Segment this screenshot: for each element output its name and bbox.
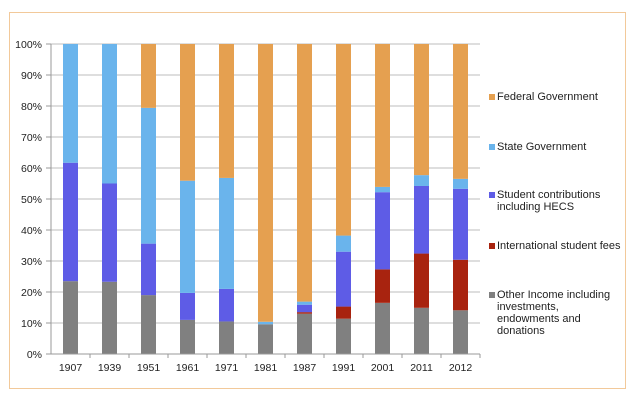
bar-segment xyxy=(63,44,78,163)
y-tick-label: 30% xyxy=(21,256,42,268)
x-tick-label: 1981 xyxy=(254,362,278,374)
legend-item-international: International student fees xyxy=(489,240,622,252)
axes: 0% 10% 20% 30% 40% 50% 60% 70% 80% 90% 100% 1907 193… xyxy=(15,39,481,374)
bar-segment xyxy=(336,318,351,354)
x-tick-label: 1961 xyxy=(176,362,200,374)
bar-segment xyxy=(141,295,156,354)
bar-segment xyxy=(258,44,273,322)
y-tick-label: 20% xyxy=(21,287,42,299)
y-tick-label: 40% xyxy=(21,225,42,237)
bars xyxy=(63,44,468,354)
x-tick-label: 2011 xyxy=(410,362,433,374)
bar-segment xyxy=(336,251,351,307)
bar-segment xyxy=(180,292,195,320)
legend-swatch-icon xyxy=(489,243,495,249)
bar-segment xyxy=(453,188,468,260)
y-tick-label: 90% xyxy=(21,70,42,82)
y-tick-label: 50% xyxy=(21,194,42,206)
legend-label: Student contributions including HECS xyxy=(497,189,601,213)
x-tick-label: 2001 xyxy=(371,362,395,374)
bar-segment xyxy=(336,306,351,319)
bar-segment xyxy=(102,183,117,282)
y-tick-label: 10% xyxy=(21,318,42,330)
bar-segment xyxy=(336,44,351,236)
x-tick-label: 1939 xyxy=(98,362,122,374)
bar-segment xyxy=(336,235,351,252)
bar-segment xyxy=(297,312,312,314)
bar-segment xyxy=(297,304,312,313)
bar-segment xyxy=(219,177,234,289)
bar-segment xyxy=(141,44,156,108)
bar-segment xyxy=(375,192,390,270)
x-tick-label: 1987 xyxy=(293,362,317,374)
bar-segment xyxy=(258,324,273,354)
y-tick-label: 60% xyxy=(21,163,42,175)
bar-segment xyxy=(453,44,468,179)
bar-segment xyxy=(453,178,468,189)
bar-segment xyxy=(180,44,195,181)
bar-segment xyxy=(258,321,273,325)
legend-label: Federal Government xyxy=(497,91,598,103)
bar-segment xyxy=(375,186,390,193)
y-tick-label: 0% xyxy=(27,349,42,361)
y-tick-label: 100% xyxy=(15,39,42,51)
chart-frame xyxy=(9,12,626,389)
bar-segment xyxy=(375,302,390,354)
x-tick-label: 1991 xyxy=(332,362,356,374)
bar-segment xyxy=(414,253,429,308)
bar-segment xyxy=(180,180,195,293)
legend-item-state: State Government xyxy=(489,141,622,153)
x-tick-label: 1971 xyxy=(215,362,239,374)
bar-segment xyxy=(63,162,78,282)
y-tick-label: 80% xyxy=(21,101,42,113)
legend-label: State Government xyxy=(497,141,587,153)
bar-segment xyxy=(297,313,312,354)
bar-segment xyxy=(219,321,234,354)
bar-segment xyxy=(102,281,117,354)
bar-segment xyxy=(219,44,234,178)
bar-segment xyxy=(63,281,78,354)
bar-segment xyxy=(297,301,312,305)
legend-swatch-icon xyxy=(489,144,495,150)
legend-swatch-icon xyxy=(489,94,495,100)
bar-segment xyxy=(297,44,312,302)
bar-segment xyxy=(453,310,468,354)
legend-item-student: Student contributions including HECS xyxy=(489,189,622,213)
y-tick-label: 70% xyxy=(21,132,42,144)
legend-label: Other Income including investments, endo… xyxy=(497,289,611,337)
bar-segment xyxy=(414,175,429,186)
bar-segment xyxy=(180,319,195,354)
bar-segment xyxy=(141,243,156,296)
bar-segment xyxy=(375,269,390,303)
bar-segment xyxy=(453,259,468,311)
bar-segment xyxy=(219,288,234,322)
bar-segment xyxy=(375,44,390,187)
bar-segment xyxy=(414,44,429,176)
legend-label: International student fees xyxy=(497,240,621,252)
bar-segment xyxy=(414,185,429,254)
legend-swatch-icon xyxy=(489,292,495,298)
legend-item-federal: Federal Government xyxy=(489,91,622,103)
bar-segment xyxy=(414,307,429,354)
legend-item-other: Other Income including investments, endo… xyxy=(489,289,622,337)
bar-segment xyxy=(102,44,117,184)
x-tick-label: 2012 xyxy=(449,362,473,374)
x-tick-label: 1951 xyxy=(137,362,161,374)
legend-swatch-icon xyxy=(489,192,495,198)
x-tick-label: 1907 xyxy=(59,362,83,374)
bar-segment xyxy=(141,107,156,244)
